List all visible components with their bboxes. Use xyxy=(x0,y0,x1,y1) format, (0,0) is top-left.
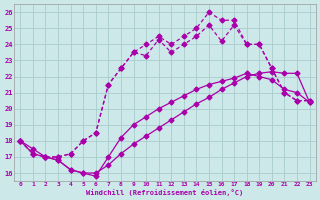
X-axis label: Windchill (Refroidissement éolien,°C): Windchill (Refroidissement éolien,°C) xyxy=(86,189,244,196)
